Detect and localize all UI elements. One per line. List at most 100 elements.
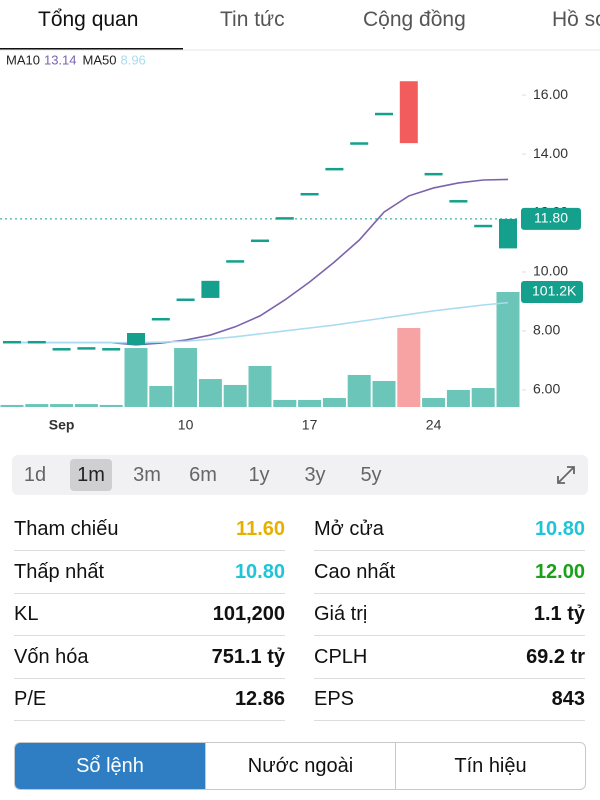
candle (375, 112, 393, 116)
range-button[interactable]: 5y (360, 464, 382, 486)
stat-row: Giá trị 1.1 tỷ (314, 593, 585, 636)
volume-bar (496, 292, 520, 407)
segment-button[interactable]: Sổ lệnh (15, 743, 205, 789)
volume-bar (174, 348, 198, 407)
candle (424, 172, 443, 176)
candle (399, 81, 418, 144)
stat-row: Cao nhất 12.00 (314, 551, 585, 594)
volume-bar (273, 399, 297, 407)
x-tick-label: 10 (178, 417, 194, 433)
candle (102, 348, 121, 351)
stat-value: 12.00 (534, 560, 585, 583)
stat-row: EPS 843 (314, 678, 585, 721)
stat-value: 12.86 (234, 688, 285, 710)
y-tick-label: 8.00 (533, 322, 560, 338)
tab[interactable]: Tổng quan (38, 8, 139, 31)
stat-value: 10.80 (534, 518, 585, 540)
chart: MA1013.14MA508.966.008.0010.0012.0014.00… (0, 49, 600, 433)
bottom-tabs: Sổ lệnh Nước ngoài Tín hiệu (14, 742, 586, 790)
candle (52, 348, 71, 351)
stat-label: CPLH (314, 645, 368, 668)
candle (201, 280, 220, 298)
range-button[interactable]: 6m (189, 464, 217, 486)
volume-bar (124, 348, 148, 407)
candle (300, 192, 319, 196)
volume-bar (471, 388, 495, 407)
legend-name: MA10 (6, 52, 40, 67)
volume-bar (347, 374, 371, 407)
segment-button[interactable]: Nước ngoài (205, 743, 395, 789)
price-tag-label: 11.80 (534, 210, 568, 226)
volume-bar (446, 389, 470, 407)
volume-bar (198, 379, 222, 407)
tab[interactable]: Tin tức (220, 8, 285, 31)
stat-label: Tham chiếu (14, 518, 119, 540)
volume-bar (397, 328, 421, 407)
stat-value: 843 (551, 688, 585, 710)
stat-label: Thấp nhất (14, 560, 105, 583)
y-tick-label: 14.00 (533, 145, 568, 161)
x-tick-label: 24 (426, 417, 442, 433)
volume-tag-label: 101.2K (532, 283, 577, 299)
segment-button[interactable]: Tín hiệu (395, 743, 585, 789)
volume-bar (50, 404, 74, 407)
volume-bar (0, 404, 24, 407)
candle (77, 347, 96, 350)
stat-label: P/E (14, 688, 47, 710)
stat-row: Vốn hóa 751.1 tỷ (14, 636, 285, 679)
tab[interactable]: Cộng đồng (363, 8, 466, 31)
volume-bar (74, 404, 98, 407)
volume-bar (149, 385, 173, 407)
candle (350, 142, 369, 145)
volume-bar (298, 399, 322, 407)
x-tick-label: 17 (302, 417, 318, 433)
candle (275, 217, 294, 220)
stat-label: KL (14, 603, 39, 625)
range-button[interactable]: 1d (23, 464, 47, 486)
stat-row: Thấp nhất 10.80 (14, 551, 285, 594)
volume-tag (521, 281, 583, 303)
candle (449, 200, 468, 203)
stat-value: 10.80 (234, 560, 285, 583)
expand-icon[interactable] (554, 463, 578, 487)
y-tick-label: 16.00 (533, 86, 568, 102)
candle (226, 260, 245, 263)
ma-line (12, 301, 509, 344)
expand-glyph (557, 466, 575, 484)
stat-label: EPS (314, 688, 355, 710)
stat-value: 69.2 tr (526, 645, 585, 668)
candle (251, 239, 269, 243)
stat-row: CPLH 69.2 tr (314, 636, 585, 679)
volume-bar (422, 398, 446, 407)
stat-value: 1.1 tỷ (533, 603, 585, 625)
candle (176, 298, 195, 302)
price-tag (521, 207, 581, 230)
tab-bar: Tổng quan Tin tức Cộng đồng Hồ sơ (0, 0, 600, 50)
stat-value: 751.1 tỷ (211, 645, 285, 668)
volume-bar (248, 365, 272, 407)
range-button[interactable]: 1m (70, 459, 112, 491)
range-button[interactable]: 3m (133, 464, 161, 486)
range-button[interactable]: 1y (248, 464, 270, 486)
candle (127, 333, 145, 345)
candle (499, 218, 517, 249)
volume-bar (322, 398, 346, 407)
candle (27, 340, 46, 344)
candle (3, 340, 21, 344)
volume-bar (223, 384, 247, 407)
volume-bar (25, 404, 49, 407)
stat-label: Mở cửa (314, 518, 384, 540)
stat-label: Vốn hóa (14, 645, 89, 668)
stat-value: 11.60 (236, 518, 285, 540)
tab-underline (0, 48, 183, 50)
range-button[interactable]: 3y (304, 464, 326, 486)
volume-bar (372, 380, 396, 407)
x-tick-label: Sep (49, 417, 75, 433)
y-tick-label: 6.00 (533, 381, 560, 397)
candle (325, 167, 344, 171)
candle (151, 317, 170, 321)
stat-label: Cao nhất (314, 560, 396, 583)
tab[interactable]: Hồ sơ (552, 8, 600, 31)
legend-value: 13.14 (44, 52, 77, 67)
